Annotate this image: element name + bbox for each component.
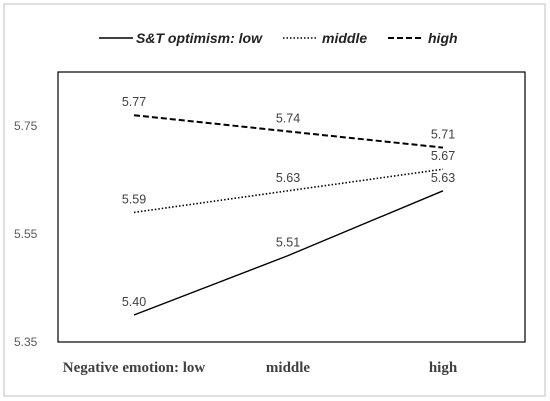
data-label: 5.67 [431,149,455,163]
legend-label-low: S&T optimism: low [136,30,263,46]
plot-area-frame [57,71,526,343]
series-line-2 [133,114,444,149]
legend-label-high: high [428,30,458,46]
data-label: 5.40 [122,295,146,309]
x-category-label: middle [266,360,311,376]
legend-label-middle: middle [322,30,367,46]
x-axis: Negative emotion: low middle high [63,360,458,376]
data-label: 5.71 [431,128,455,142]
y-axis: 5.35 5.55 5.75 [14,119,38,349]
chart-border [3,3,546,397]
legend: S&T optimism: low middle high [99,30,458,46]
y-tick-label: 5.35 [14,335,38,349]
data-label: 5.77 [122,95,146,109]
y-tick-label: 5.75 [14,119,38,133]
series-line-0 [133,190,444,316]
data-label: 5.51 [276,236,300,250]
data-label: 5.59 [122,192,146,206]
data-label: 5.74 [276,111,300,125]
y-tick-label: 5.55 [14,227,38,241]
x-category-label: Negative emotion: low [63,360,206,376]
data-label: 5.63 [431,171,455,185]
series-line-1 [133,168,444,214]
series-layer: 5.40 5.51 5.63 5.59 5.63 5.67 5.77 5.74 5.71 [122,95,455,316]
data-label: 5.63 [276,171,300,185]
x-category-label: high [429,360,458,376]
